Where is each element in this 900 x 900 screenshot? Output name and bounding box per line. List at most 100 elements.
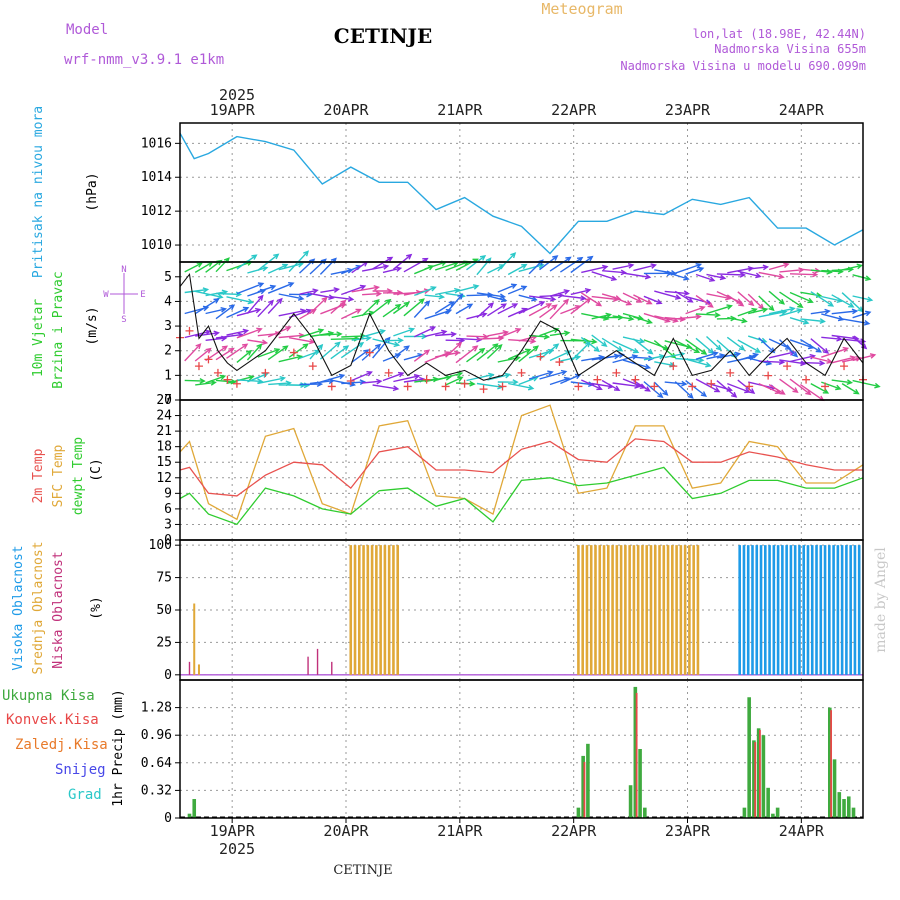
wind-arrow: [810, 291, 834, 307]
wind-arrow: [299, 289, 318, 295]
wind-arrow: [476, 302, 494, 319]
wind-arrow: [288, 337, 315, 343]
top-date-19apr: 19APR: [210, 101, 256, 119]
pressure-line: [179, 132, 864, 255]
wind-arrow-head: [650, 263, 657, 269]
wind-arrow-head: [819, 360, 826, 367]
wind-arrow-head: [242, 306, 250, 313]
wind-arrow-head: [395, 266, 403, 272]
wind-arrow-head: [644, 386, 651, 392]
wind-arrow: [726, 336, 745, 351]
wind-arrow-head: [476, 336, 483, 343]
wind-arrow: [674, 381, 694, 399]
wind-gust-marker: [745, 382, 754, 391]
wind-gust-marker: [840, 362, 849, 371]
wind-arrow-head: [221, 345, 229, 352]
wind-arrow: [455, 303, 473, 315]
wind-arrow: [424, 294, 444, 298]
wind-arrow: [549, 377, 570, 386]
wind-arrow: [226, 307, 249, 319]
wind-arrow: [372, 256, 393, 270]
wind-ylabel-2: Brzina i Pravac: [51, 271, 66, 388]
wind-ytick-label: 1: [164, 368, 172, 383]
precip-conv-bar: [583, 761, 586, 818]
wind-arrow: [528, 371, 553, 380]
wind-arrow: [570, 298, 591, 315]
station-title: CETINJE: [334, 24, 432, 48]
precip-total-bar: [628, 785, 633, 818]
wind-arrow: [215, 333, 243, 339]
wind-arrow-head: [450, 331, 458, 338]
wind-arrow: [257, 377, 285, 385]
wind-arrow: [414, 286, 436, 297]
wind-arrow: [841, 357, 861, 363]
wind-arrow: [236, 282, 264, 295]
wind-arrow-head: [469, 380, 476, 387]
wind-gust-marker: [441, 382, 450, 391]
wind-arrow: [727, 316, 747, 323]
precip-total-bar: [576, 807, 581, 818]
wind-arrow-head: [628, 315, 635, 322]
wind-arrow-head: [752, 352, 760, 359]
wind-arrow: [184, 379, 205, 382]
wind-arrow-head: [457, 376, 464, 382]
wind-arrow-head: [552, 255, 559, 261]
wind-arrow-head: [492, 343, 499, 350]
wind-arrow: [768, 263, 789, 271]
wind-arrow: [340, 342, 364, 359]
wind-gust-marker: [185, 326, 194, 335]
wind-arrow-head: [797, 302, 804, 309]
wind-arrow-head: [261, 265, 269, 272]
wind-arrow-head: [551, 304, 558, 311]
wind-arrow-head: [783, 262, 790, 269]
wind-arrow-head: [418, 298, 425, 305]
wind-arrow: [205, 375, 225, 384]
wind-arrow-head: [603, 315, 610, 321]
wind-arrow: [226, 261, 252, 272]
wind-gust-marker: [669, 362, 678, 371]
wind-arrow-head: [347, 296, 355, 302]
wind-arrow-head: [228, 304, 236, 311]
wind-arrow-head: [620, 269, 628, 276]
wind-arrow-head: [333, 287, 341, 293]
wind-arrow: [486, 344, 502, 360]
top-date-labels: 19APR 20APR 21APR 22APR 23APR 24APR: [210, 101, 825, 119]
sfc-temp-line: [179, 404, 864, 521]
wind-arrow-head: [627, 263, 635, 269]
wind-arrow: [246, 295, 264, 314]
wind-arrow-head: [487, 302, 495, 309]
wind-gust-marker: [783, 362, 792, 371]
wind-arrow: [288, 309, 312, 319]
wind-arrow-head: [636, 297, 643, 303]
wind-arrow-head: [553, 343, 560, 350]
wind-arrow: [435, 372, 462, 382]
wind-arrow: [716, 290, 742, 304]
wind-arrow-head: [547, 370, 554, 377]
wind-arrow-head: [397, 337, 404, 344]
wind-arrow: [403, 257, 428, 273]
wind-arrow-head: [577, 256, 584, 263]
wind-arrow: [747, 335, 767, 343]
wind-arrow: [737, 353, 758, 362]
wind-arrow-head: [530, 338, 537, 345]
wind-arrow-head: [657, 392, 664, 399]
wind-arrow: [529, 334, 549, 338]
wind-arrow-head: [220, 307, 228, 313]
wind-arrow: [236, 328, 262, 339]
wind-arrow-head: [701, 349, 708, 355]
wind-arrow-head: [247, 298, 254, 305]
wind-arrow-head: [375, 290, 383, 297]
wind-arrow-head: [851, 308, 859, 315]
wind-arrow-head: [591, 338, 598, 345]
temp-ytick-label: 9: [164, 486, 172, 501]
wind-arrow: [685, 380, 707, 397]
wind-arrow: [601, 337, 623, 352]
wind-arrow-head: [693, 347, 701, 353]
wind-arrow: [768, 290, 785, 305]
wind-arrow-head: [613, 385, 621, 391]
wind-arrow: [518, 294, 537, 301]
wind-arrow: [518, 335, 537, 342]
cloud-ytick-label: 75: [156, 571, 172, 586]
wind-arrow-head: [802, 319, 810, 325]
precip-total-bar: [187, 813, 192, 818]
